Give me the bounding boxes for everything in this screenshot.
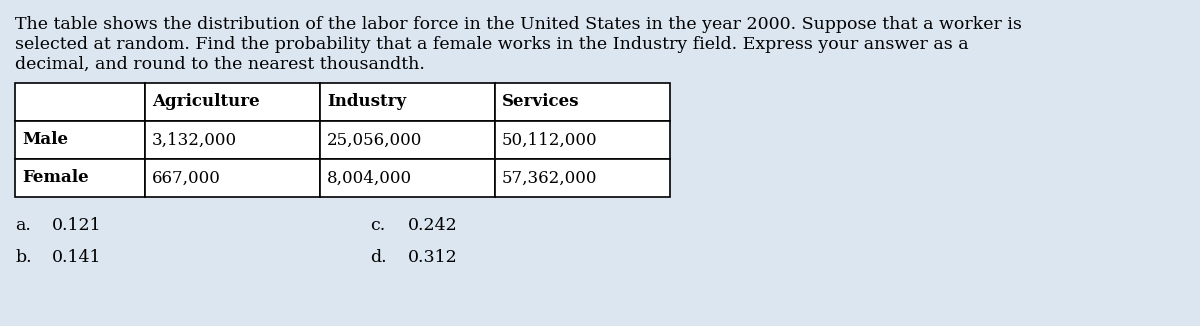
Text: Female: Female <box>22 170 89 186</box>
Bar <box>320 83 496 121</box>
Text: 25,056,000: 25,056,000 <box>326 131 422 149</box>
Text: 0.242: 0.242 <box>408 217 457 234</box>
Text: 50,112,000: 50,112,000 <box>502 131 598 149</box>
Text: 0.141: 0.141 <box>52 249 102 266</box>
Text: Agriculture: Agriculture <box>152 94 259 111</box>
Text: selected at random. Find the probability that a female works in the Industry fie: selected at random. Find the probability… <box>14 36 968 53</box>
Text: a.: a. <box>14 217 31 234</box>
Text: 0.121: 0.121 <box>52 217 102 234</box>
Text: 8,004,000: 8,004,000 <box>326 170 412 186</box>
Text: b.: b. <box>14 249 31 266</box>
Text: d.: d. <box>370 249 386 266</box>
Bar <box>14 121 145 159</box>
Bar <box>320 159 496 197</box>
Bar <box>14 159 145 197</box>
Text: 57,362,000: 57,362,000 <box>502 170 598 186</box>
Text: c.: c. <box>370 217 385 234</box>
Bar <box>496 83 670 121</box>
Bar <box>14 83 145 121</box>
Text: decimal, and round to the nearest thousandth.: decimal, and round to the nearest thousa… <box>14 56 425 73</box>
Bar <box>145 121 320 159</box>
Bar <box>496 159 670 197</box>
Text: Services: Services <box>502 94 580 111</box>
Bar <box>320 121 496 159</box>
Bar <box>145 83 320 121</box>
Text: Male: Male <box>22 131 68 149</box>
Text: 667,000: 667,000 <box>152 170 221 186</box>
Bar <box>496 121 670 159</box>
Text: 3,132,000: 3,132,000 <box>152 131 238 149</box>
Text: 0.312: 0.312 <box>408 249 457 266</box>
Bar <box>145 159 320 197</box>
Text: Industry: Industry <box>326 94 406 111</box>
Text: The table shows the distribution of the labor force in the United States in the : The table shows the distribution of the … <box>14 16 1022 33</box>
